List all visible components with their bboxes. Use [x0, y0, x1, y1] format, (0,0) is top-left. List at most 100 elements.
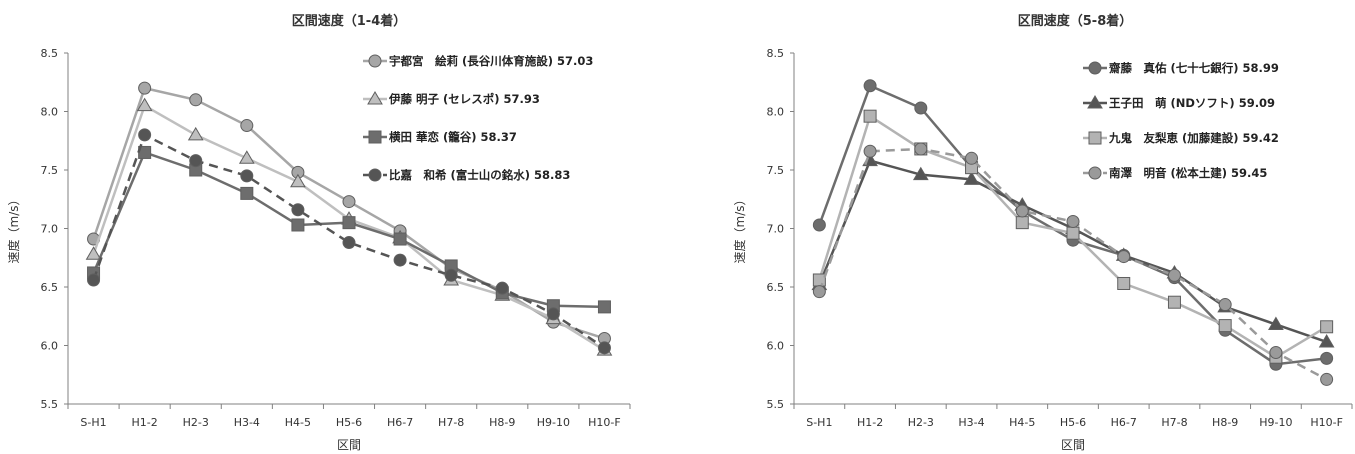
x-tick-label: H9-10 [537, 416, 570, 429]
data-point [1167, 268, 1181, 282]
data-point [1218, 319, 1232, 333]
y-axis-label: 速度（m/s） [6, 194, 21, 264]
x-tick-label: H5-6 [336, 416, 362, 429]
y-tick-label: 8.5 [767, 47, 785, 60]
legend-entry: 伊藤 明子 (セレスポ) 57.93 [388, 92, 540, 106]
y-tick-label: 5.5 [767, 398, 785, 411]
x-tick-label: H10-F [588, 416, 621, 429]
data-point [1167, 295, 1181, 309]
legend-marker [368, 130, 382, 144]
data-point [342, 236, 356, 250]
x-tick-label: H3-4 [234, 416, 260, 429]
legend-entry: 宇都宮 絵莉 (長谷川体育施設) 57.03 [389, 54, 593, 68]
data-point [136, 97, 153, 112]
data-point [812, 285, 826, 299]
legend-entry: 比嘉 和希 (富士山の銘水) 58.83 [389, 168, 570, 182]
x-tick-label: H2-3 [183, 416, 209, 429]
data-point [1117, 276, 1131, 290]
data-point [393, 232, 407, 246]
data-point [444, 268, 458, 282]
data-point [1320, 372, 1334, 386]
y-tick-label: 6.0 [41, 340, 59, 353]
data-point [87, 273, 101, 287]
data-point [863, 79, 877, 93]
y-tick-label: 7.5 [767, 164, 785, 177]
chart-title: 区間速度（1-4着） [292, 13, 407, 29]
data-point [240, 169, 254, 183]
x-tick-label: H10-F [1310, 416, 1343, 429]
legend-entry: 齋藤 真佑 (七十七銀行) 58.99 [1108, 61, 1279, 75]
data-point [1320, 320, 1334, 334]
x-axis-label: 区間 [1061, 438, 1085, 452]
data-point [912, 166, 929, 181]
legend-marker [368, 168, 382, 182]
y-tick-label: 8.0 [767, 106, 785, 119]
legend-entry: 九鬼 友梨恵 (加藤建設) 59.42 [1108, 131, 1279, 145]
legend-marker [1088, 166, 1102, 180]
data-point [812, 273, 826, 287]
data-point [1066, 226, 1080, 240]
y-tick-label: 7.0 [767, 223, 785, 236]
x-tick-label: H4-5 [1009, 416, 1035, 429]
x-tick-label: H1-2 [857, 416, 883, 429]
data-point [138, 81, 152, 95]
series-3 [87, 128, 611, 355]
data-point [189, 93, 203, 107]
series-line [818, 147, 1328, 381]
data-point [1268, 316, 1284, 330]
legend-marker [1088, 61, 1102, 75]
x-tick-label: H4-5 [285, 416, 311, 429]
legend-entry: 南澤 明音 (松本土建) 59.45 [1109, 166, 1267, 180]
data-point [863, 144, 877, 158]
data-point [1015, 204, 1029, 218]
x-axis-label: 区間 [337, 438, 361, 452]
data-point [240, 186, 254, 200]
y-tick-label: 7.0 [41, 223, 59, 236]
x-tick-label: H5-6 [1060, 416, 1086, 429]
y-tick-label: 6.5 [41, 281, 59, 294]
data-point [187, 126, 204, 141]
data-point [290, 173, 306, 188]
legend-marker [1088, 131, 1102, 145]
data-point [189, 154, 203, 168]
data-point [342, 216, 356, 230]
legend-entry: 王子田 萌 (NDソフト) 59.09 [1109, 96, 1275, 110]
data-point [238, 150, 255, 164]
y-tick-label: 6.0 [767, 340, 785, 353]
x-tick-label: H1-2 [132, 416, 158, 429]
data-point [597, 341, 611, 355]
data-point [863, 109, 877, 123]
series-3 [812, 142, 1334, 386]
x-tick-label: H7-8 [1161, 416, 1187, 429]
data-point [393, 253, 407, 267]
data-point [1320, 351, 1334, 365]
data-point [342, 195, 356, 209]
legend-marker [368, 54, 382, 68]
chart-right-5-8: 区間速度（5-8着） 8.5 8.0 7.5 7.0 6.5 6.0 5.5 S-H1 H1-2 H… [732, 13, 1353, 452]
y-axis-label: 速度（m/s） [732, 194, 747, 264]
y-tick-label: 7.5 [41, 164, 59, 177]
data-point [240, 119, 254, 133]
data-point [291, 203, 305, 217]
data-point [1015, 216, 1029, 230]
data-point [1318, 333, 1335, 348]
data-point [965, 151, 979, 165]
y-tick-label: 8.5 [41, 47, 59, 60]
data-point [812, 218, 826, 232]
legend-entry: 横田 華恋 (籠谷) 58.37 [389, 130, 517, 144]
data-point [914, 101, 928, 115]
data-point [1269, 346, 1283, 360]
x-tick-label: H6-7 [387, 416, 413, 429]
chart-title: 区間速度（5-8着） [1018, 13, 1133, 29]
series-line [818, 159, 1328, 344]
x-tick-label: H6-7 [1111, 416, 1137, 429]
x-tick-label: H3-4 [958, 416, 984, 429]
chart-left-1-4: 区間速度（1-4着） 8.5 8.0 7.5 7.0 6.5 6.0 5.5 S-H1 H1-2 H… [6, 13, 631, 452]
x-tick-label: H9-10 [1259, 416, 1292, 429]
data-point [597, 300, 611, 314]
legend-marker [367, 91, 383, 105]
x-tick-label: S-H1 [80, 416, 106, 429]
data-point [85, 246, 102, 260]
series-1 [811, 152, 1335, 348]
y-tick-label: 5.5 [41, 398, 59, 411]
